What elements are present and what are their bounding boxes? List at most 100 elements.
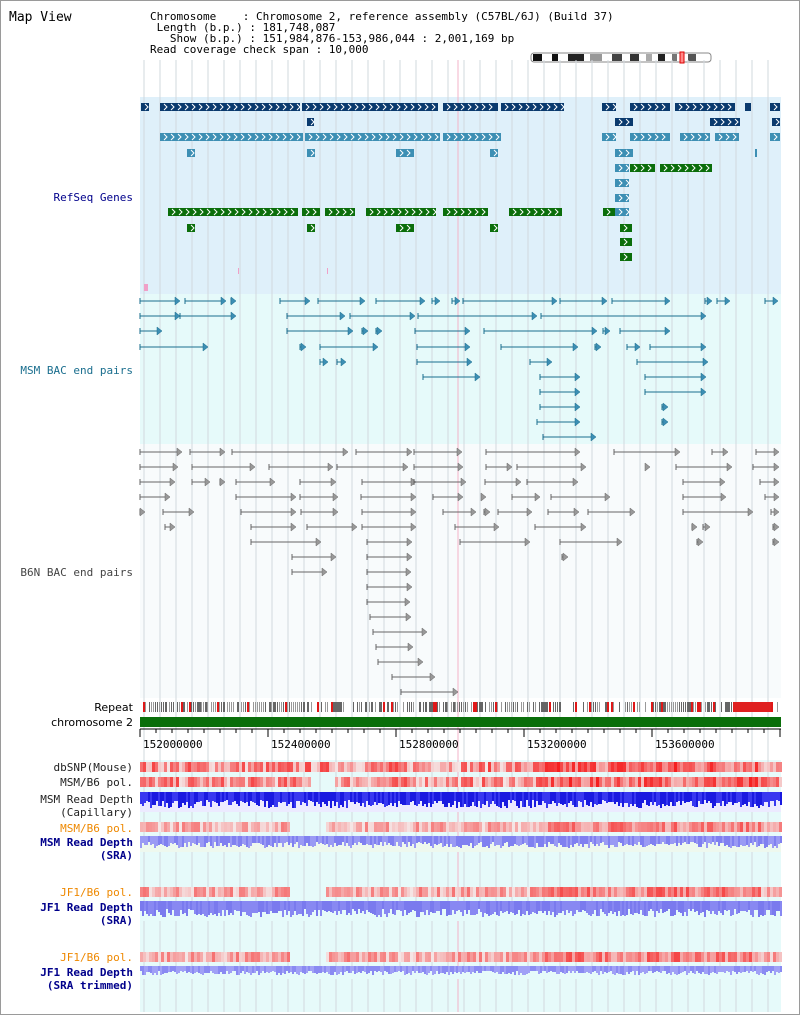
jf1-depth-sra[interactable] xyxy=(140,901,782,921)
repeat-element xyxy=(161,702,162,712)
heat-cell xyxy=(476,762,479,772)
depth-bar xyxy=(482,792,484,804)
depth-bar xyxy=(692,836,694,842)
bac-end-arrow xyxy=(219,447,226,457)
track-label-jf1-depth[interactable]: JF1 Read Depth (SRA) xyxy=(40,901,133,927)
track-label-jf1-depth-trimmed[interactable]: JF1 Read Depth (SRA trimmed) xyxy=(40,966,133,992)
heat-cell xyxy=(650,887,653,897)
depth-bar xyxy=(418,901,420,917)
depth-bar xyxy=(478,792,480,801)
depth-bar xyxy=(178,966,180,973)
depth-bar xyxy=(266,792,268,801)
heat-cell xyxy=(509,887,512,897)
track-label-repeat[interactable]: Repeat xyxy=(94,701,133,714)
heat-cell xyxy=(575,762,578,772)
depth-bar xyxy=(686,792,688,802)
track-label-refseq[interactable]: RefSeq Genes xyxy=(53,191,133,204)
gene-feature xyxy=(770,133,780,141)
track-label-msm-depth-sra[interactable]: MSM Read Depth (SRA) xyxy=(40,836,133,862)
repeat-element xyxy=(667,702,668,712)
heat-cell xyxy=(386,822,389,832)
depth-bar xyxy=(586,901,588,913)
heat-cell xyxy=(452,762,455,772)
depth-bar xyxy=(514,792,516,801)
depth-bar xyxy=(722,966,724,972)
track-label-dbsnp[interactable]: dbSNP(Mouse) xyxy=(53,761,133,774)
depth-bar xyxy=(184,966,186,971)
heat-cell xyxy=(488,822,491,832)
depth-bar xyxy=(176,901,178,916)
msm-depth-sra[interactable] xyxy=(140,836,782,852)
depth-bar xyxy=(556,901,558,915)
heat-cell xyxy=(416,762,419,772)
heat-cell xyxy=(686,822,689,832)
depth-bar xyxy=(718,792,720,803)
heat-cell xyxy=(218,952,221,962)
depth-bar xyxy=(406,966,408,974)
jf1-pol2-heat[interactable] xyxy=(140,952,782,962)
heat-cell xyxy=(179,762,182,772)
heat-cell xyxy=(731,762,734,772)
heat-cell xyxy=(464,952,467,962)
jf1-pol-heat[interactable] xyxy=(140,887,782,897)
heat-cell xyxy=(674,762,677,772)
depth-bar xyxy=(732,792,734,805)
heat-cell xyxy=(548,952,551,962)
heat-cell xyxy=(710,822,713,832)
depth-bar xyxy=(358,966,360,972)
track-label-msm-pol[interactable]: MSM/B6 pol. xyxy=(60,776,133,789)
depth-bar xyxy=(496,901,498,915)
jf1-depth-trimmed[interactable] xyxy=(140,966,782,979)
exon-arrow xyxy=(546,103,551,111)
msm-pol-heat[interactable] xyxy=(140,777,782,787)
depth-bar xyxy=(686,966,688,975)
heat-cell xyxy=(170,822,173,832)
depth-bar xyxy=(426,901,428,910)
track-label-msm-pol-2[interactable]: MSM/B6 pol. xyxy=(60,822,133,835)
depth-bar xyxy=(696,836,698,844)
repeat-element xyxy=(303,702,305,712)
heat-cell xyxy=(698,822,701,832)
msm-pol2-heat[interactable] xyxy=(140,822,782,832)
depth-bar xyxy=(702,901,704,912)
repeat-element xyxy=(445,702,447,712)
heat-cell xyxy=(248,822,251,832)
heat-cell xyxy=(173,887,176,897)
repeat-element xyxy=(357,702,358,712)
exon-arrow xyxy=(706,103,711,111)
track-label-jf1-pol[interactable]: JF1/B6 pol. xyxy=(60,886,133,899)
track-label-b6n-bac[interactable]: B6N BAC end pairs xyxy=(20,566,133,579)
depth-bar xyxy=(302,792,304,802)
dbsnp-heat[interactable] xyxy=(140,762,782,772)
repeat-element xyxy=(711,702,712,712)
repeat-element xyxy=(533,702,534,712)
heat-cell xyxy=(638,952,641,962)
heat-cell xyxy=(530,952,533,962)
heat-cell xyxy=(695,777,698,787)
heat-cell xyxy=(485,887,488,897)
heat-cell xyxy=(161,822,164,832)
depth-bar xyxy=(414,901,416,911)
depth-bar xyxy=(282,901,284,917)
heat-cell xyxy=(581,952,584,962)
track-label-msm-bac[interactable]: MSM BAC end pairs xyxy=(20,364,133,377)
depth-bar xyxy=(734,792,736,803)
heat-cell xyxy=(629,762,632,772)
depth-bar xyxy=(422,836,424,844)
chromosome-ideogram[interactable] xyxy=(530,51,712,64)
depth-bar xyxy=(494,836,496,846)
msm-bac-pairs[interactable] xyxy=(139,296,779,442)
msm-depth-capillary[interactable] xyxy=(140,792,782,812)
heat-cell xyxy=(569,952,572,962)
exon-arrow xyxy=(647,164,652,172)
repeat-track[interactable] xyxy=(143,702,778,712)
track-label-jf1-pol-2[interactable]: JF1/B6 pol. xyxy=(60,951,133,964)
refseq-genes[interactable] xyxy=(141,103,780,291)
depth-bar xyxy=(724,792,726,806)
track-label-msm-depth-capillary[interactable]: MSM Read Depth (Capillary) xyxy=(40,793,133,819)
b6n-bac-pairs[interactable] xyxy=(139,447,780,697)
depth-bar xyxy=(242,792,244,802)
depth-bar xyxy=(222,792,224,802)
heat-cell xyxy=(335,822,338,832)
heat-cell xyxy=(635,887,638,897)
